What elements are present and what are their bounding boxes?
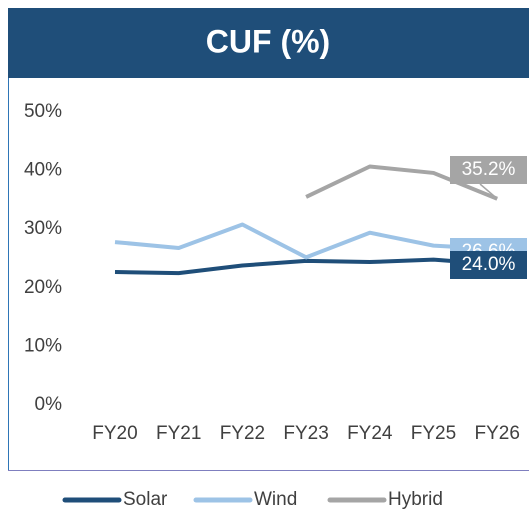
x-tick-label: FY21 (156, 423, 201, 444)
legend-label: Solar (123, 489, 168, 510)
legend-label: Wind (254, 489, 297, 510)
x-tick-label: FY23 (283, 423, 328, 444)
y-tick-label: 40% (24, 160, 62, 181)
y-tick-label: 30% (24, 218, 62, 239)
label-box (450, 156, 527, 184)
series-line (305, 164, 498, 201)
y-tick-label: 20% (24, 277, 62, 298)
x-tick-label: FY25 (411, 423, 456, 444)
series-line (114, 257, 498, 276)
legend-label: Hybrid (388, 489, 443, 510)
data-label: 35.2% (462, 159, 516, 180)
y-tick-label: 50% (24, 101, 62, 122)
y-tick-label: 10% (24, 335, 62, 356)
title-bar (8, 8, 529, 78)
x-tick-label: FY22 (220, 423, 265, 444)
y-tick-label: 0% (35, 394, 63, 415)
data-label: 24.0% (462, 254, 516, 275)
x-tick-label: FY20 (92, 423, 137, 444)
label-box (450, 251, 527, 279)
chart-title: CUF (%) (206, 23, 330, 59)
leader-line (479, 183, 498, 200)
x-tick-label: FY24 (347, 423, 393, 444)
series-line (114, 222, 498, 260)
x-tick-label: FY26 (474, 423, 519, 444)
